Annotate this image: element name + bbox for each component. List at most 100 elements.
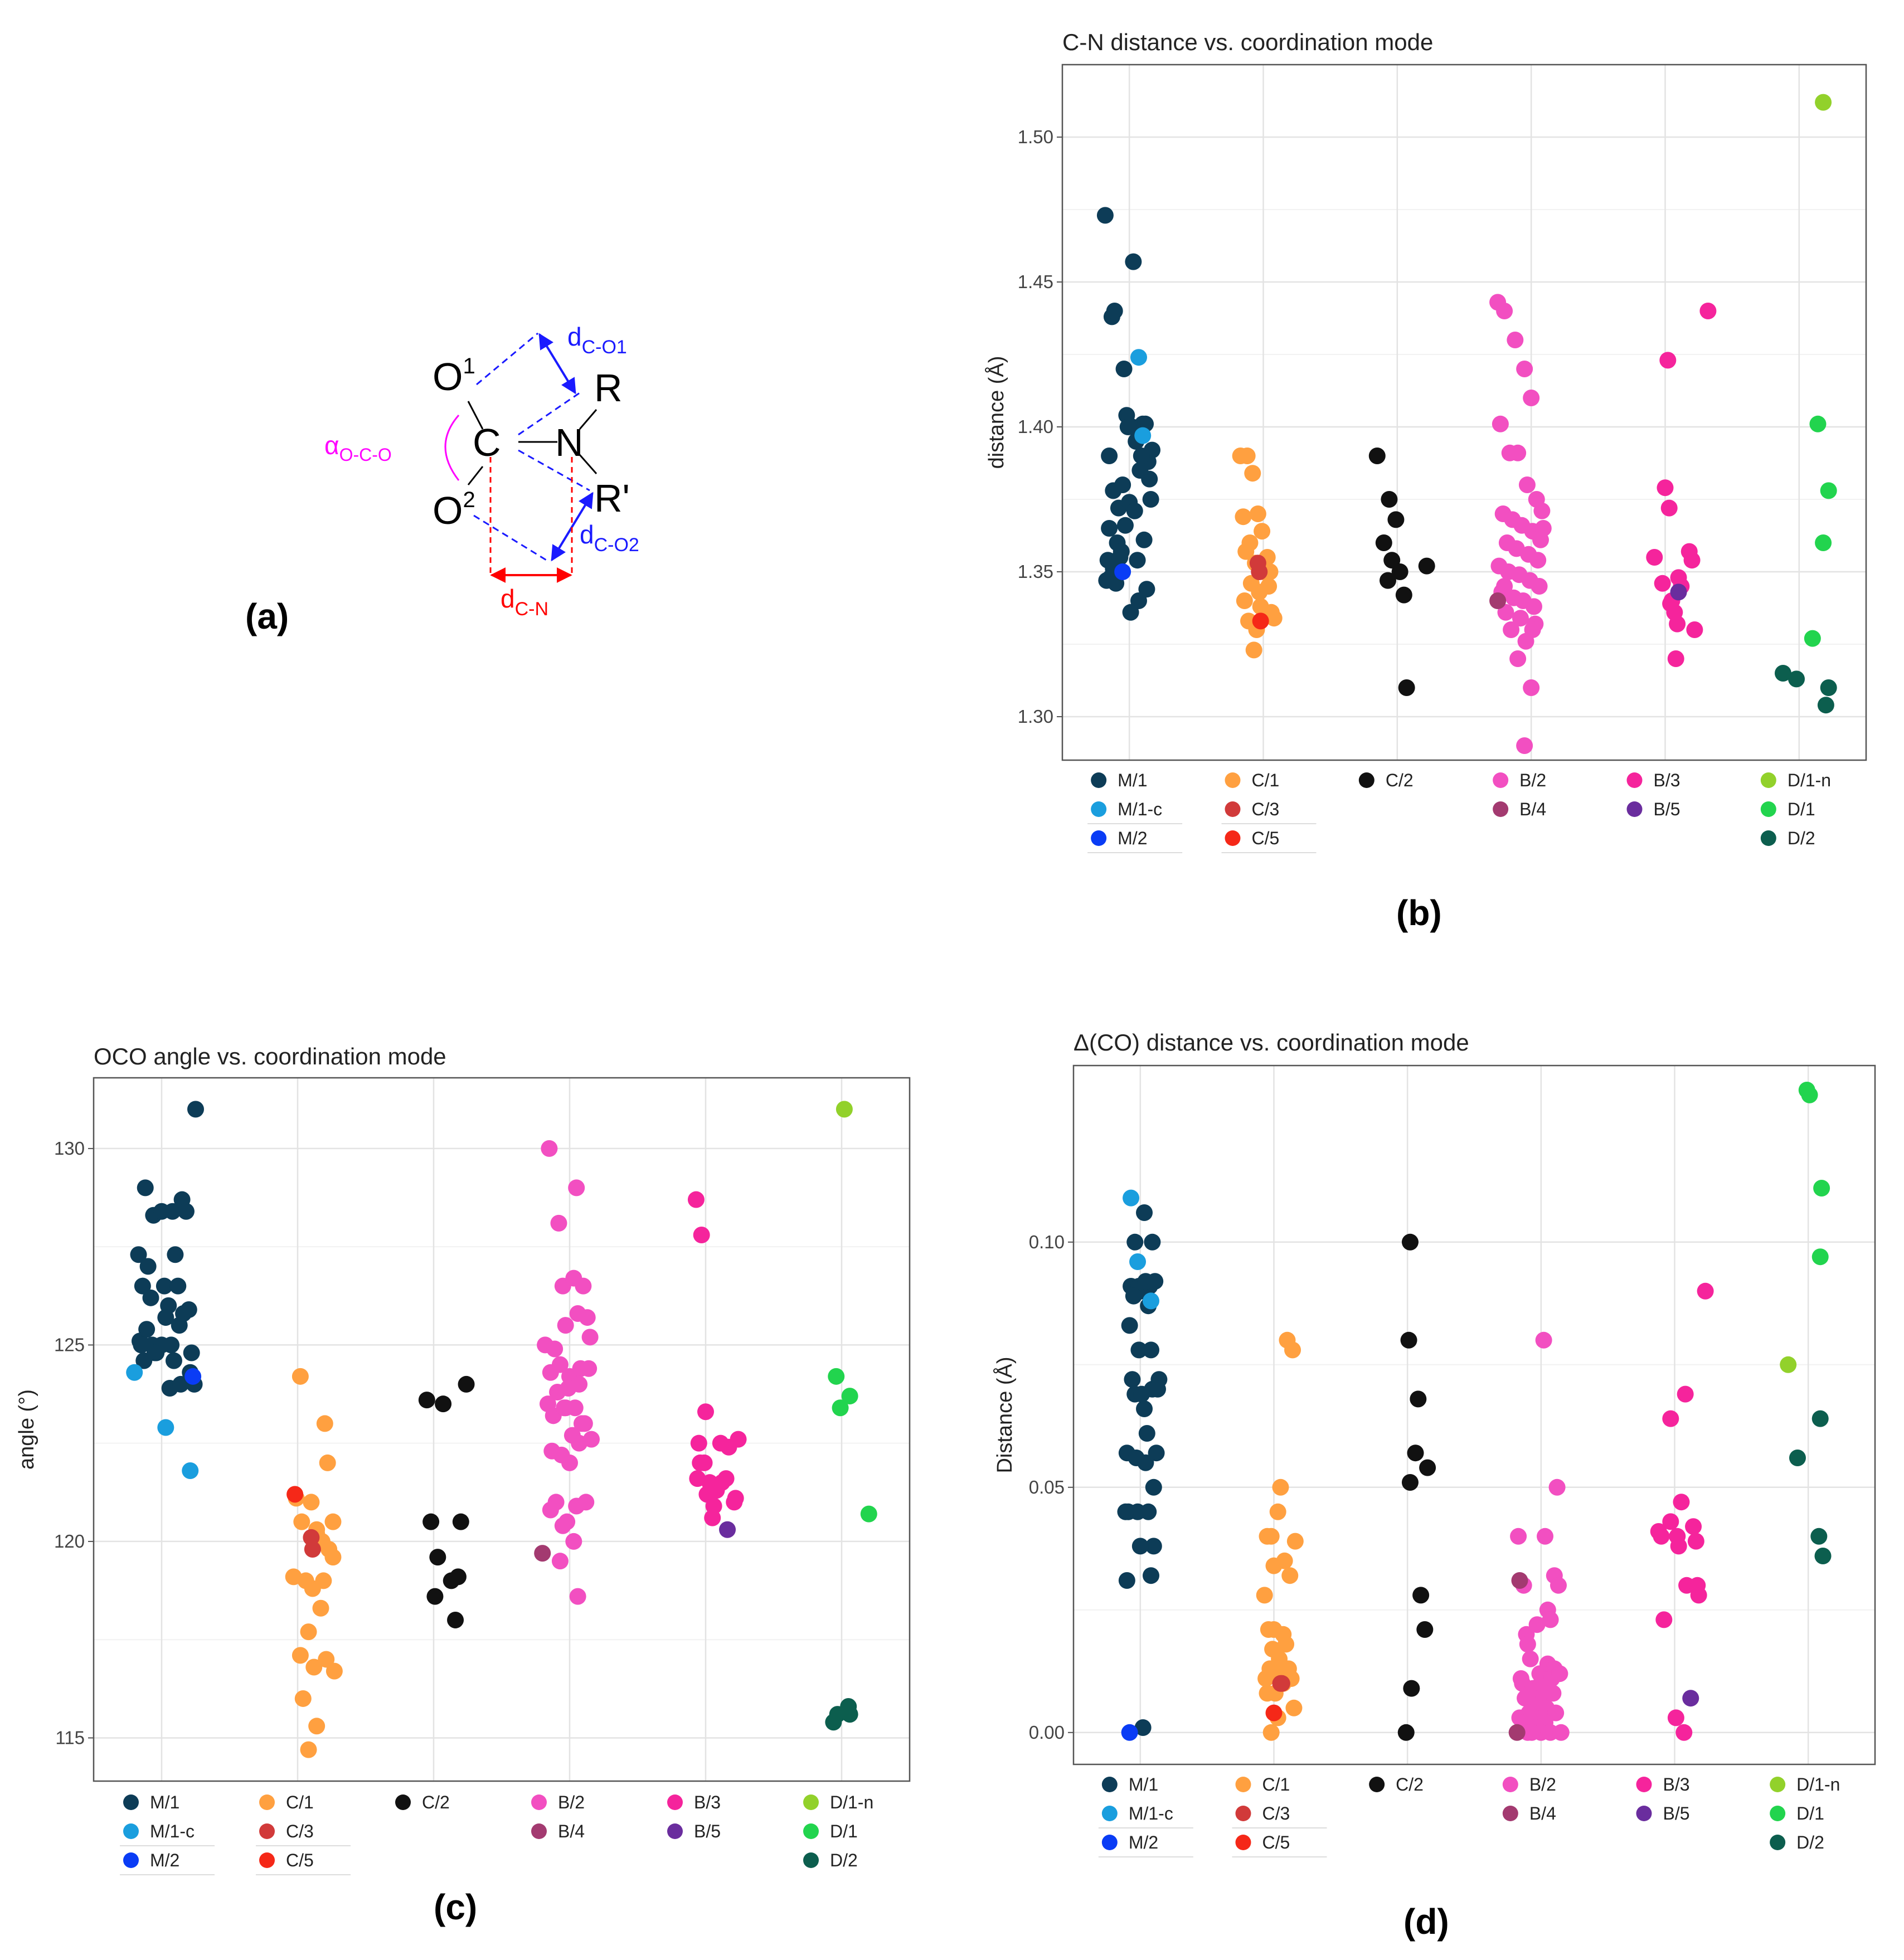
data-point <box>308 1718 326 1735</box>
data-point <box>137 1179 154 1197</box>
y-tick-label: 0.00 <box>1029 1722 1065 1743</box>
series-D1n <box>836 1101 853 1118</box>
alpha-arc <box>444 415 460 481</box>
data-point <box>164 1203 181 1220</box>
legend-label-D1: D/1 <box>830 1821 858 1841</box>
data-point <box>1410 1390 1427 1408</box>
data-point <box>713 1474 731 1491</box>
legend-key-B5 <box>1636 1806 1652 1821</box>
legend-key-C1 <box>259 1794 275 1810</box>
series-C3 <box>1249 555 1268 580</box>
data-point <box>1407 1445 1424 1462</box>
legend-key-M1 <box>123 1794 139 1810</box>
legend-key-M1 <box>1091 772 1107 788</box>
data-point <box>705 1497 722 1515</box>
legend-label-M2: M/2 <box>1118 828 1147 848</box>
data-point <box>1375 534 1392 551</box>
data-point <box>1689 1577 1706 1594</box>
data-point <box>1662 1410 1679 1427</box>
data-point <box>1518 476 1536 493</box>
data-point <box>1677 1385 1694 1403</box>
data-point <box>720 1438 737 1456</box>
legend-label-B4: B/4 <box>1529 1803 1556 1823</box>
data-point <box>1789 1450 1806 1466</box>
data-point <box>1516 737 1533 754</box>
data-point <box>1130 1341 1148 1359</box>
plot-frame <box>1072 1064 1876 1766</box>
legend-label-C3: C/3 <box>286 1821 314 1841</box>
series-M1c <box>1130 349 1152 444</box>
y-tick-label: 1.40 <box>1018 416 1053 437</box>
series-B3 <box>1650 1282 1714 1741</box>
data-point <box>1249 505 1266 522</box>
series-B3 <box>687 1191 747 1526</box>
legend-label-C1: C/1 <box>1252 770 1280 790</box>
data-point <box>1400 1331 1417 1349</box>
series-B5 <box>719 1521 736 1538</box>
legend-key-C2 <box>1358 772 1374 788</box>
data-point <box>575 1277 592 1295</box>
data-point <box>1236 592 1253 609</box>
data-point <box>294 1690 312 1707</box>
bond-n-r <box>579 409 598 430</box>
data-point <box>1653 1528 1670 1545</box>
data-point <box>1265 610 1283 627</box>
series-B5 <box>1682 1690 1699 1707</box>
data-point <box>557 1399 574 1417</box>
dco2-label: dC-O2 <box>580 520 639 556</box>
dcn-label: dC-N <box>501 584 548 620</box>
data-point <box>1397 1724 1415 1741</box>
y-tick-label: 1.30 <box>1018 706 1053 727</box>
data-point <box>534 1545 551 1562</box>
data-point <box>571 1434 588 1452</box>
data-point <box>1148 1445 1165 1462</box>
data-point <box>1260 578 1278 595</box>
legend-key-D2 <box>803 1852 819 1868</box>
data-point <box>1115 361 1133 377</box>
data-point <box>561 1454 578 1471</box>
legend-label-C5: C/5 <box>1262 1832 1290 1852</box>
data-point <box>1509 650 1527 667</box>
legend-label-M1c: M/1-c <box>150 1821 195 1841</box>
data-point <box>579 1309 596 1326</box>
data-point <box>860 1505 877 1523</box>
series-C1 <box>1256 1331 1304 1741</box>
data-point <box>167 1246 184 1263</box>
legend-label-D2: D/2 <box>830 1850 858 1870</box>
data-point <box>157 1419 174 1436</box>
legend-key-D2 <box>1770 1835 1786 1850</box>
legend-label-B3: B/3 <box>1654 770 1680 790</box>
data-point <box>1551 1665 1568 1682</box>
legend-label-M1c: M/1-c <box>1118 799 1162 819</box>
data-point <box>1147 1273 1164 1290</box>
atom-o1: O1 <box>433 354 475 398</box>
data-point <box>1801 1086 1818 1103</box>
data-point <box>1685 1518 1702 1535</box>
series-M2 <box>1114 563 1131 580</box>
bond-o2-c <box>467 466 484 485</box>
data-point <box>1809 415 1827 432</box>
data-point <box>693 1227 710 1244</box>
legend-key-C2 <box>395 1794 411 1810</box>
data-point <box>1542 1611 1559 1628</box>
legend-key-C1 <box>1235 1777 1251 1792</box>
legend-label-C1: C/1 <box>286 1792 314 1812</box>
legend-label-D1: D/1 <box>1796 1803 1824 1823</box>
data-point <box>1523 1724 1541 1741</box>
data-point <box>1129 552 1146 569</box>
data-point <box>1533 502 1551 519</box>
data-point <box>292 1647 309 1664</box>
data-point <box>1114 563 1131 580</box>
data-point <box>1135 531 1153 548</box>
data-point <box>1815 94 1832 111</box>
data-point <box>1659 352 1677 369</box>
data-point <box>550 1214 567 1232</box>
legend-label-C2: C/2 <box>1396 1774 1424 1794</box>
data-point <box>1697 1282 1714 1300</box>
panel-b-cn-distance: C-N distance vs. coordination mode 1.30 1.… <box>984 29 1867 853</box>
atom-o1-superscript: 1 <box>463 354 475 378</box>
arrow-dco2 <box>551 492 594 562</box>
data-point <box>1143 1292 1160 1310</box>
legend-key-B3 <box>667 1794 683 1810</box>
data-point <box>300 1623 317 1641</box>
